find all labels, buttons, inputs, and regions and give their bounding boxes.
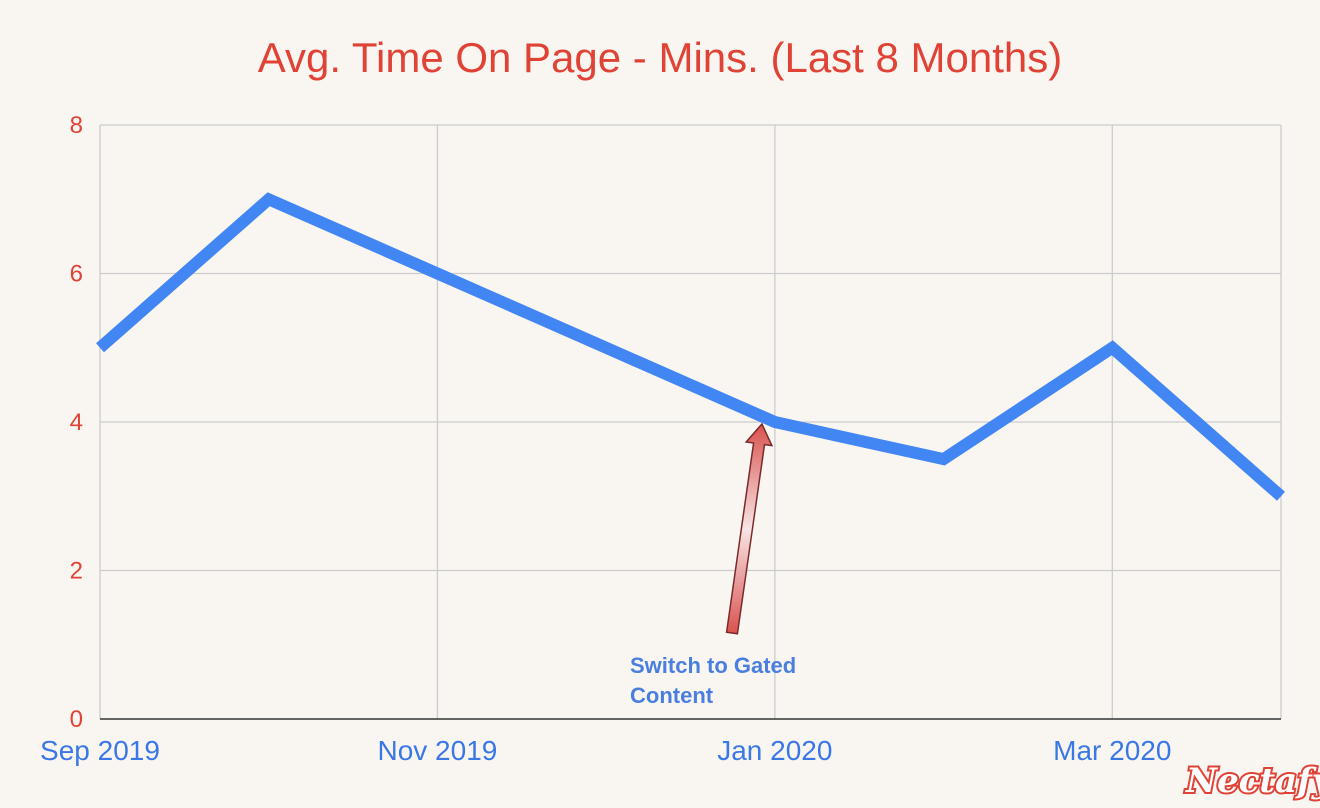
nectafy-logo: Nectafy (1185, 761, 1320, 801)
y-tick-label: 2 (70, 558, 83, 585)
x-tick-label: Mar 2020 (1053, 735, 1171, 766)
chart-title: Avg. Time On Page - Mins. (Last 8 Months… (258, 34, 1063, 81)
series-layer (96, 192, 1285, 501)
x-tick-label: Jan 2020 (717, 735, 832, 766)
annotation-text-line-2: Content (630, 683, 714, 708)
y-tick-label: 6 (70, 261, 83, 288)
annotation-arrow (725, 422, 774, 635)
y-tick-label: 4 (70, 409, 83, 436)
x-tick-label: Nov 2019 (377, 735, 497, 766)
gridlines (99, 124, 1282, 720)
x-tick-label: Sep 2019 (40, 735, 160, 766)
x-axis-ticks: Sep 2019 Nov 2019 Jan 2020 Mar 2020 (40, 735, 1171, 766)
y-axis-ticks: 0 2 4 6 8 (70, 112, 83, 733)
annotation-text-line-1: Switch to Gated (630, 653, 796, 678)
gated-content-annotation: Switch to Gated Content (630, 422, 796, 708)
series-line-0 (96, 192, 1285, 501)
y-tick-label: 8 (70, 112, 83, 139)
y-tick-label: 0 (70, 706, 83, 733)
